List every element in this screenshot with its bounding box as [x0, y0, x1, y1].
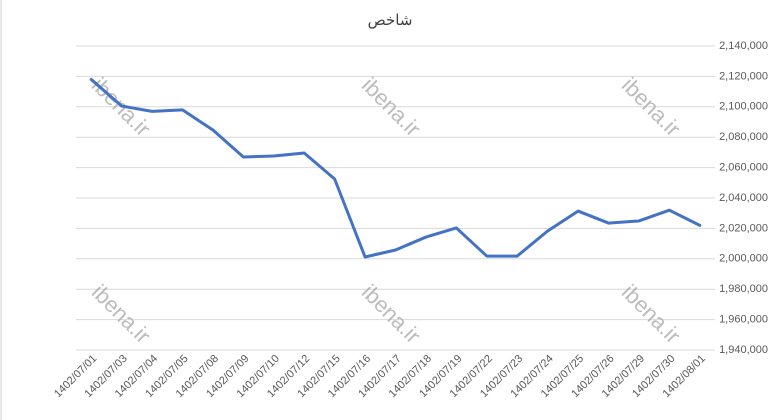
y-tick-label: 1,960,000	[719, 314, 768, 326]
data-line	[89, 77, 702, 259]
y-tick-label: 2,120,000	[719, 70, 768, 82]
chart-title: شاخص	[368, 12, 413, 29]
y-tick-label: 1,940,000	[719, 344, 768, 356]
y-tick-label: 1,980,000	[719, 283, 768, 295]
y-tick-label: 2,080,000	[719, 131, 768, 143]
y-tick-label: 2,000,000	[719, 253, 768, 265]
y-tick-label: 2,020,000	[719, 222, 768, 234]
y-tick-label: 2,060,000	[719, 162, 768, 174]
y-tick-label: 2,140,000	[719, 40, 768, 52]
y-tick-label: 2,100,000	[719, 101, 768, 113]
y-tick-label: 2,040,000	[719, 192, 768, 204]
